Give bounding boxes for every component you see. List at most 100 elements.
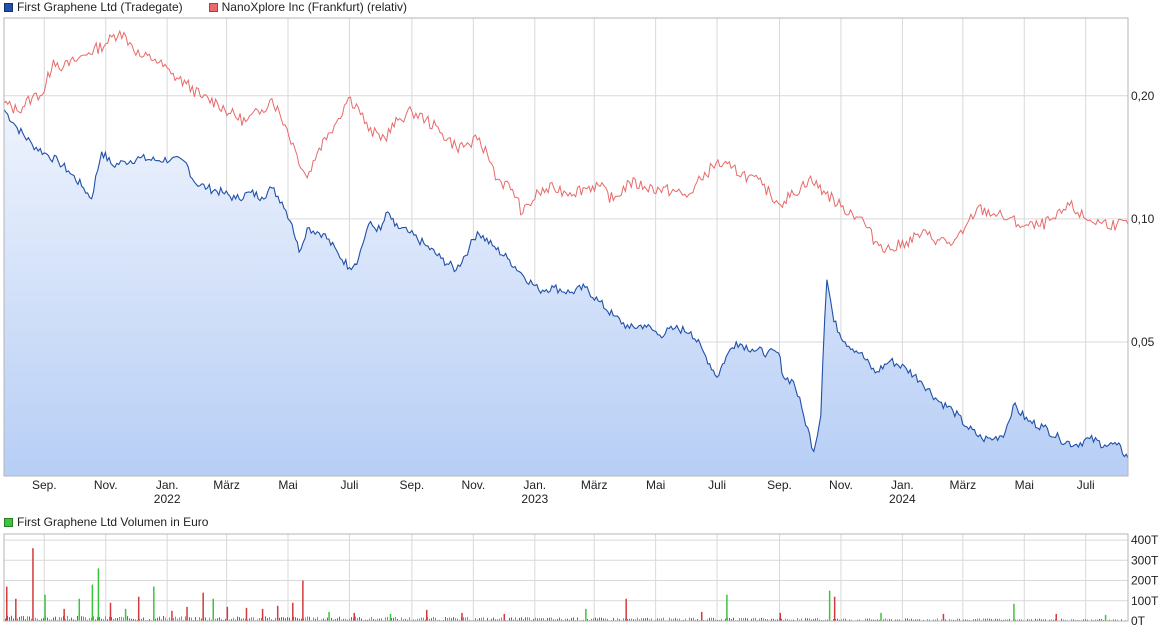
volume-bar: [249, 618, 250, 621]
volume-y-tick-label: 300T: [1131, 553, 1159, 567]
volume-bar: [245, 607, 248, 621]
volume-bar: [811, 619, 812, 621]
price-y-tick-label: 0,05: [1131, 335, 1155, 349]
volume-bar: [753, 618, 754, 621]
volume-bar: [1061, 618, 1062, 621]
volume-bar: [601, 617, 602, 621]
volume-bar: [909, 619, 910, 621]
volume-bar: [283, 617, 284, 621]
volume-bar: [1013, 603, 1015, 621]
volume-bar: [1113, 619, 1114, 621]
volume-bar: [269, 617, 270, 621]
volume-bar: [289, 617, 290, 621]
volume-bar: [481, 617, 482, 621]
volume-bar: [941, 619, 942, 621]
volume-bar: [292, 602, 294, 621]
volume-bar: [983, 618, 984, 621]
volume-bar: [335, 619, 336, 621]
volume-bar: [693, 617, 694, 621]
volume-bar: [501, 617, 502, 621]
volume-bar: [781, 618, 782, 621]
volume-bar: [385, 617, 386, 621]
volume-bar: [543, 618, 544, 621]
volume-bar: [205, 617, 206, 621]
legend-item-nanoxplore[interactable]: NanoXplore Inc (Frankfurt) (relativ): [208, 0, 407, 14]
volume-bar: [355, 616, 356, 621]
volume-bar: [493, 617, 494, 621]
volume-bar: [761, 617, 762, 621]
volume-bar: [267, 618, 268, 621]
legend-item-first-graphene[interactable]: First Graphene Ltd (Tradegate): [4, 0, 183, 14]
volume-bar: [387, 616, 388, 621]
volume-bar: [511, 617, 512, 621]
volume-bar: [433, 617, 434, 621]
price-x-tick-label: Sep.: [400, 478, 425, 492]
volume-bar: [379, 618, 380, 621]
volume-bar: [567, 618, 568, 621]
volume-bar: [883, 619, 884, 621]
volume-bar: [527, 617, 528, 621]
volume-bar: [21, 615, 22, 621]
volume-bar: [741, 617, 742, 621]
volume-bar: [247, 619, 248, 621]
volume-bar: [345, 618, 346, 621]
legend-label-volume: First Graphene Ltd Volumen in Euro: [17, 515, 209, 529]
volume-bar: [711, 617, 712, 621]
volume-bar: [57, 619, 58, 621]
volume-bar: [809, 618, 810, 621]
price-x-tick-label: Juli: [1077, 478, 1095, 492]
volume-bar: [261, 608, 264, 621]
volume-bar: [1104, 614, 1107, 621]
volume-bar: [833, 619, 834, 621]
volume-bar: [907, 618, 908, 621]
volume-bar: [327, 617, 328, 621]
first-graphene-line: [3, 109, 1129, 459]
legend-item-volume[interactable]: First Graphene Ltd Volumen in Euro: [4, 515, 208, 529]
volume-bar: [679, 618, 680, 621]
volume-bar: [11, 615, 12, 621]
volume-bar: [933, 619, 934, 621]
volume-bar: [78, 598, 81, 621]
volume-bar: [747, 618, 748, 621]
volume-bar: [533, 618, 534, 621]
volume-bar: [519, 617, 520, 621]
volume-bar: [328, 611, 330, 621]
volume-bar: [993, 619, 994, 621]
volume-bar: [339, 616, 340, 621]
price-x-tick-label: Juli: [340, 478, 358, 492]
volume-bar: [649, 619, 650, 621]
volume-bar: [869, 618, 870, 621]
volume-bar: [117, 618, 118, 621]
volume-bar: [44, 594, 46, 621]
volume-bar: [657, 618, 658, 621]
volume-bar: [1115, 619, 1116, 621]
price-x-tick-label: März: [213, 478, 240, 492]
volume-bar: [825, 619, 826, 621]
volume-bar: [841, 619, 842, 621]
volume-bar: [835, 619, 836, 621]
volume-bar: [429, 618, 430, 621]
volume-bar: [367, 619, 368, 621]
volume-bar: [221, 619, 222, 621]
volume-bar: [695, 619, 696, 621]
volume-bar: [819, 619, 820, 621]
volume-bar: [1053, 619, 1054, 621]
volume-bar: [997, 619, 998, 621]
volume-bar: [647, 617, 648, 621]
volume-bar: [202, 592, 204, 621]
volume-bar: [573, 617, 574, 621]
volume-bar: [281, 617, 282, 621]
volume-bar: [353, 612, 355, 621]
volume-bar: [123, 617, 124, 621]
volume-bar: [927, 619, 928, 621]
price-frame-border: [3, 17, 1129, 477]
volume-bar: [591, 618, 592, 621]
volume-bar: [867, 618, 868, 621]
volume-bar: [257, 619, 258, 621]
volume-bar: [715, 619, 716, 621]
volume-bar: [121, 616, 122, 621]
volume-bar: [309, 616, 310, 621]
volume-bar: [361, 618, 362, 621]
volume-bar: [1071, 619, 1072, 621]
